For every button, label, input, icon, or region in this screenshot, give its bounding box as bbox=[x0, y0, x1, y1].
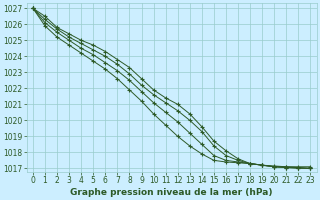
X-axis label: Graphe pression niveau de la mer (hPa): Graphe pression niveau de la mer (hPa) bbox=[70, 188, 273, 197]
